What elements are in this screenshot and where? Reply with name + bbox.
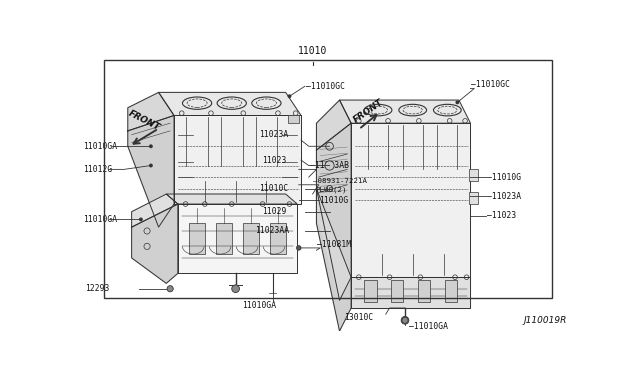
Circle shape [287,94,291,98]
Polygon shape [316,189,351,300]
Text: 13010C: 13010C [344,314,373,323]
Text: FRONT: FRONT [127,109,161,132]
Bar [469,169,478,181]
Text: 11023AA: 11023AA [255,227,289,235]
Text: 12293: 12293 [86,284,110,293]
Polygon shape [316,123,351,300]
Bar [288,115,299,123]
Polygon shape [166,194,297,204]
Polygon shape [351,123,470,277]
Text: —11081M: —11081M [317,240,351,248]
Polygon shape [351,277,470,308]
Text: 11010GA: 11010GA [242,301,276,310]
Polygon shape [174,115,301,204]
Bar [364,280,376,302]
Circle shape [402,317,408,323]
Circle shape [456,100,460,104]
Polygon shape [128,115,174,227]
Circle shape [149,144,153,148]
Bar [104,60,552,298]
Text: 11010: 11010 [298,46,327,56]
Text: 11010GA: 11010GA [83,142,117,151]
Text: 11029: 11029 [262,207,287,216]
Bar [391,280,403,302]
Polygon shape [128,92,174,131]
Text: FRONT: FRONT [351,98,385,125]
Text: PLUG(2): PLUG(2) [316,187,347,193]
Circle shape [139,218,143,221]
Polygon shape [316,100,351,150]
Text: 11010GA: 11010GA [83,215,117,224]
Bar [216,223,232,254]
Bar [418,280,431,302]
Text: J110019R: J110019R [524,316,566,325]
Text: —11010GC: —11010GC [471,80,510,89]
Circle shape [325,161,334,170]
Bar [270,223,285,254]
Text: —08931-7221A: —08931-7221A [312,178,367,184]
Polygon shape [340,100,470,123]
Text: —11010GA: —11010GA [409,322,448,331]
Text: —11023AB: —11023AB [310,161,349,170]
Bar [469,192,478,204]
Bar [243,223,259,254]
Polygon shape [316,189,351,331]
Text: 11023: 11023 [262,155,287,165]
Text: 11023A: 11023A [259,130,288,139]
Polygon shape [159,92,301,115]
Polygon shape [132,194,178,227]
Bar [189,223,205,254]
Text: —11023A: —11023A [486,192,521,201]
Text: —11023: —11023 [486,211,516,220]
Text: —11010GC: —11010GC [307,82,346,91]
Circle shape [232,285,239,293]
Circle shape [401,317,409,324]
Circle shape [296,246,301,250]
Text: —11010G: —11010G [486,173,521,182]
Circle shape [167,286,173,292]
Polygon shape [178,204,297,273]
Text: 11010G: 11010G [319,196,349,205]
Circle shape [149,164,153,167]
Text: 11010C: 11010C [259,184,288,193]
Bar [445,280,458,302]
Text: 11012G: 11012G [83,165,113,174]
Polygon shape [132,204,178,283]
